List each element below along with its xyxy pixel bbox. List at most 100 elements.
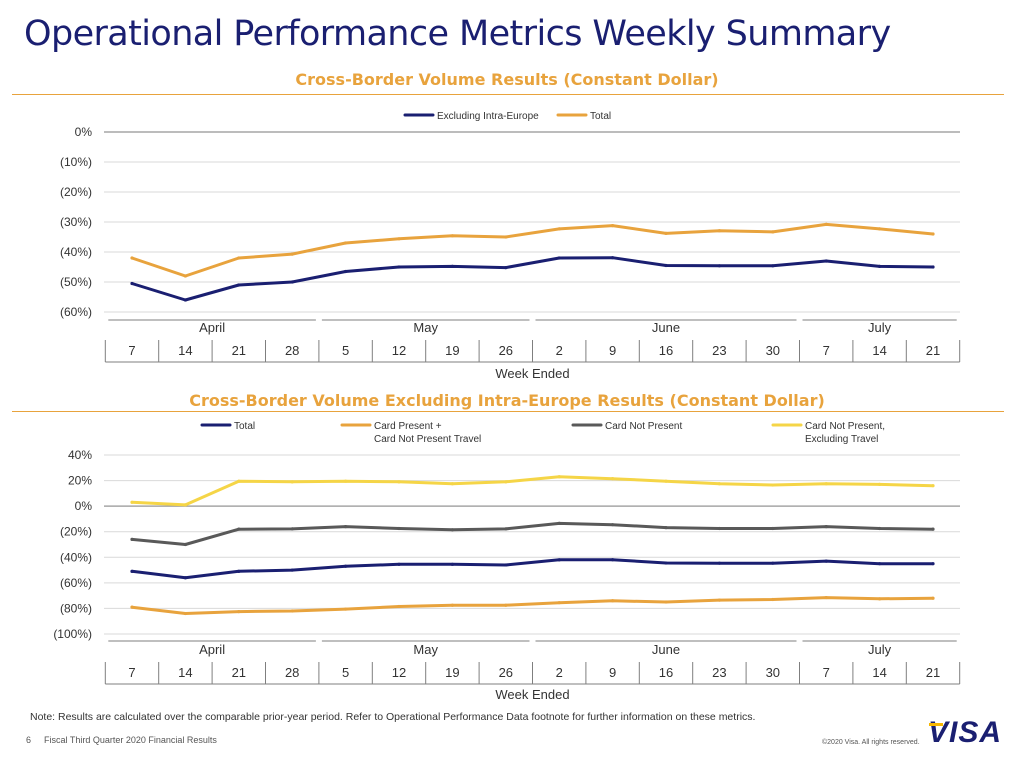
- data-point-s1-0: [130, 256, 134, 260]
- visa-logo-accent: [929, 723, 943, 726]
- x-tick-label: 7: [128, 343, 135, 358]
- x-tick-label: 5: [342, 343, 349, 358]
- data-point-s1-5: [397, 604, 401, 609]
- data-point-s0-7: [504, 563, 508, 567]
- data-point-s3-9: [611, 477, 615, 481]
- data-point-s1-3: [290, 252, 294, 256]
- data-point-s0-12: [771, 264, 775, 268]
- data-point-s1-7: [504, 235, 508, 239]
- data-point-s1-13: [824, 222, 828, 226]
- data-point-s1-12: [771, 597, 775, 602]
- data-point-s1-8: [557, 601, 561, 605]
- data-point-s0-1: [183, 576, 187, 580]
- x-tick-label: 16: [659, 665, 673, 680]
- chart2-title-rule: [12, 411, 1004, 412]
- data-point-s1-14: [878, 227, 882, 231]
- x-tick-label: 19: [445, 343, 459, 358]
- data-point-s1-14: [878, 597, 882, 601]
- x-tick-label: 16: [659, 343, 673, 358]
- y-tick-label: (100%): [53, 627, 92, 641]
- x-tick-label: 30: [766, 665, 780, 680]
- series-line-1: [130, 596, 935, 615]
- data-point-s3-12: [771, 483, 775, 487]
- data-point-s1-11: [717, 598, 722, 602]
- x-tick-label: 21: [232, 665, 246, 680]
- data-point-s3-1: [183, 503, 187, 507]
- y-tick-label: (60%): [60, 576, 92, 590]
- data-point-s3-11: [717, 482, 722, 486]
- data-point-s2-5: [397, 526, 401, 531]
- data-point-s3-2: [237, 479, 241, 483]
- x-tick-label: 21: [926, 665, 940, 680]
- y-tick-label: (40%): [60, 550, 92, 564]
- legend-label-3: Excluding Travel: [805, 434, 878, 445]
- legend-label-1: Card Present +: [374, 421, 442, 432]
- series-line-0: [130, 256, 935, 302]
- data-point-s0-2: [237, 569, 241, 573]
- x-tick-label: 14: [178, 665, 192, 680]
- data-point-s1-7: [504, 603, 508, 607]
- data-point-s3-7: [504, 480, 508, 484]
- series-line-1: [130, 222, 935, 278]
- data-point-s1-10: [664, 231, 668, 235]
- data-point-s1-10: [664, 600, 668, 604]
- data-point-s0-0: [130, 569, 134, 573]
- data-point-s0-3: [290, 280, 294, 284]
- month-label-june: June: [652, 320, 680, 335]
- legend-label-1: Card Not Present Travel: [374, 434, 481, 445]
- x-tick-label: 26: [499, 343, 513, 358]
- x-tick-label: 23: [712, 343, 726, 358]
- x-axis-label: Week Ended: [495, 687, 569, 702]
- data-point-s1-13: [824, 595, 828, 600]
- chart2-title: Cross-Border Volume Excluding Intra-Euro…: [189, 391, 825, 410]
- data-point-s0-5: [397, 265, 401, 269]
- data-point-s2-10: [664, 526, 668, 530]
- data-point-s2-9: [611, 523, 615, 527]
- data-point-s2-14: [878, 526, 882, 531]
- data-point-s0-13: [824, 559, 828, 563]
- series-line-2: [130, 521, 935, 546]
- chart1-title-rule: [12, 94, 1004, 95]
- month-label-april: April: [199, 642, 225, 657]
- copyright: ©2020 Visa. All rights reserved.: [822, 739, 920, 746]
- x-tick-label: 28: [285, 343, 299, 358]
- data-point-s2-3: [290, 527, 294, 531]
- data-point-s1-6: [450, 603, 454, 607]
- x-tick-label: 23: [712, 665, 726, 680]
- x-tick-label: 14: [178, 343, 192, 358]
- data-point-s0-6: [450, 264, 454, 268]
- data-point-s2-2: [237, 527, 241, 531]
- x-tick-label: 7: [823, 343, 830, 358]
- data-point-s1-11: [717, 229, 722, 233]
- data-point-s0-15: [931, 265, 935, 269]
- visa-logo: VISA: [928, 716, 1003, 749]
- x-tick-label: 12: [392, 343, 406, 358]
- y-tick-label: (80%): [60, 601, 92, 615]
- legend-label-0: Excluding Intra-Europe: [437, 111, 539, 122]
- x-tick-label: 19: [445, 665, 459, 680]
- y-tick-label: 40%: [68, 448, 92, 462]
- page-number: 6: [26, 735, 32, 745]
- chart1-cross-border-volume: 0% (10%) (20%) (30%) (40%) (50%) (60%) April May…: [60, 111, 961, 381]
- x-tick-label: 28: [285, 665, 299, 680]
- x-tick-label: 21: [926, 343, 940, 358]
- data-point-s0-13: [824, 259, 828, 263]
- data-point-s0-9: [611, 558, 615, 562]
- data-point-s1-15: [931, 232, 935, 236]
- data-point-s1-9: [611, 599, 615, 603]
- footer-label: Fiscal Third Quarter 2020 Financial Resu…: [44, 735, 217, 745]
- data-point-s0-4: [344, 564, 348, 568]
- data-point-s0-9: [611, 256, 615, 260]
- data-point-s0-5: [397, 562, 401, 566]
- data-point-s0-7: [504, 266, 508, 270]
- data-point-s1-2: [237, 610, 241, 614]
- data-point-s2-1: [183, 542, 187, 547]
- x-tick-label: 12: [392, 665, 406, 680]
- x-tick-label: 30: [766, 343, 780, 358]
- footnote: Note: Results are calculated over the co…: [30, 711, 756, 723]
- data-point-s0-12: [771, 561, 775, 565]
- y-tick-label: 20%: [68, 474, 92, 488]
- y-tick-label: 0%: [75, 125, 93, 139]
- data-point-s0-11: [717, 561, 722, 565]
- x-tick-label: 26: [499, 665, 513, 680]
